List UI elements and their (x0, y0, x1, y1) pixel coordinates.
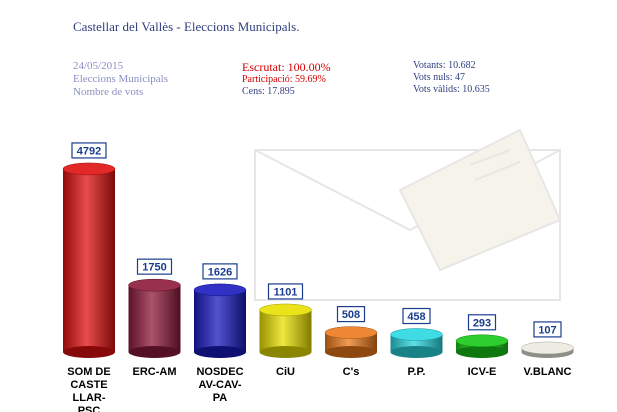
bar-group: 1101 CiU (259, 283, 312, 378)
participacio-text: Participació: 59.69% (242, 74, 326, 85)
valids-text: Vots vàlids: 10.635 (413, 84, 490, 95)
cens-text: Cens: 17.895 (242, 86, 295, 97)
value-label-box (336, 305, 366, 323)
bar-group: 1626 NOSDEC AV-CAV-PA (193, 263, 247, 404)
category-label: ICV-E (468, 366, 497, 378)
bar-base (456, 346, 508, 358)
ballot-watermark (254, 128, 562, 301)
category-label: NOSDEC AV-CAV-PA (196, 366, 243, 404)
bar-group: 508 C's (324, 305, 378, 378)
category-label-line: SOM DE (67, 366, 110, 378)
bar-group: 458 P.P. (390, 307, 443, 378)
category-label-line: ERC-AM (133, 366, 177, 378)
bar (259, 309, 312, 352)
measure-label: Nombre de vots (73, 86, 144, 98)
bar (128, 285, 181, 352)
value-label-box (71, 142, 107, 159)
value-label-box (267, 283, 304, 300)
bar-top (193, 283, 247, 297)
bar (63, 168, 115, 352)
value-label: 107 (538, 324, 556, 336)
bar-top (259, 303, 312, 317)
value-label: 458 (407, 311, 425, 323)
bar-base (390, 346, 443, 358)
category-label-line: ICV-E (468, 366, 497, 378)
election-name: Eleccions Municipals (73, 73, 169, 85)
bar-base (194, 346, 246, 358)
category-label-line: NOSDEC (196, 366, 243, 378)
category-label: C's (343, 366, 360, 378)
category-label-line: P.P. (408, 366, 426, 378)
category-label-line: C's (343, 366, 360, 378)
bar (194, 289, 246, 352)
bar-group: 4792 SOM DE CASTE LLAR-PSC (62, 142, 116, 412)
bar-base (63, 346, 115, 358)
category-label: ERC-AM (133, 366, 177, 378)
bar-top (390, 328, 443, 341)
value-label: 1626 (208, 266, 232, 278)
category-label-line: AV-CAV- (199, 379, 242, 391)
value-label: 508 (342, 309, 360, 321)
votes-info: Votants: 10.682 Vots nuls: 47 Vots vàlid… (413, 60, 490, 96)
counting-info: Escrutat: 100.00% Participació: 59.69% C… (242, 61, 331, 98)
category-label-line: PSC (78, 405, 101, 412)
escrutat-text: Escrutat: 100.00% (242, 60, 331, 74)
category-label-line: CiU (276, 366, 295, 378)
bar-top (62, 162, 116, 176)
bar-top (128, 278, 181, 292)
value-label-box (402, 307, 431, 325)
value-label-box (467, 314, 497, 331)
bar-base (325, 346, 377, 358)
election-date: 24/05/2015 (73, 60, 124, 72)
category-label: P.P. (408, 366, 426, 378)
value-label-box (533, 321, 562, 338)
page-title: Castellar del Vallès - Eleccions Municip… (73, 19, 300, 34)
election-info: 24/05/2015 Eleccions Municipals Nombre d… (73, 60, 168, 99)
category-label-line: CASTE (70, 379, 107, 391)
nuls-text: Vots nuls: 47 (413, 72, 466, 83)
value-label-box (136, 258, 173, 275)
category-label: V.BLANC (524, 366, 572, 378)
category-label: SOM DE CASTE LLAR-PSC (67, 366, 110, 412)
category-label-line: PA (213, 392, 228, 404)
value-label-box (202, 263, 238, 280)
bar-top (455, 334, 509, 348)
value-label: 293 (473, 317, 491, 329)
value-label: 1101 (274, 286, 298, 298)
votants-text: Votants: 10.682 (413, 60, 476, 71)
category-label-line: LLAR- (73, 392, 106, 404)
bar-group: 1750 ERC-AM (128, 258, 181, 378)
bar-base (259, 346, 312, 358)
value-label: 1750 (142, 262, 166, 274)
category-label: CiU (276, 366, 295, 378)
bar-top (324, 326, 378, 339)
bar-top (521, 341, 574, 355)
category-label-line: V.BLANC (524, 366, 572, 378)
bar-base (128, 346, 181, 358)
bar-group: 293 ICV-E (455, 314, 509, 378)
value-label: 4792 (77, 145, 101, 157)
bar-group: 107 V.BLANC (521, 321, 574, 378)
